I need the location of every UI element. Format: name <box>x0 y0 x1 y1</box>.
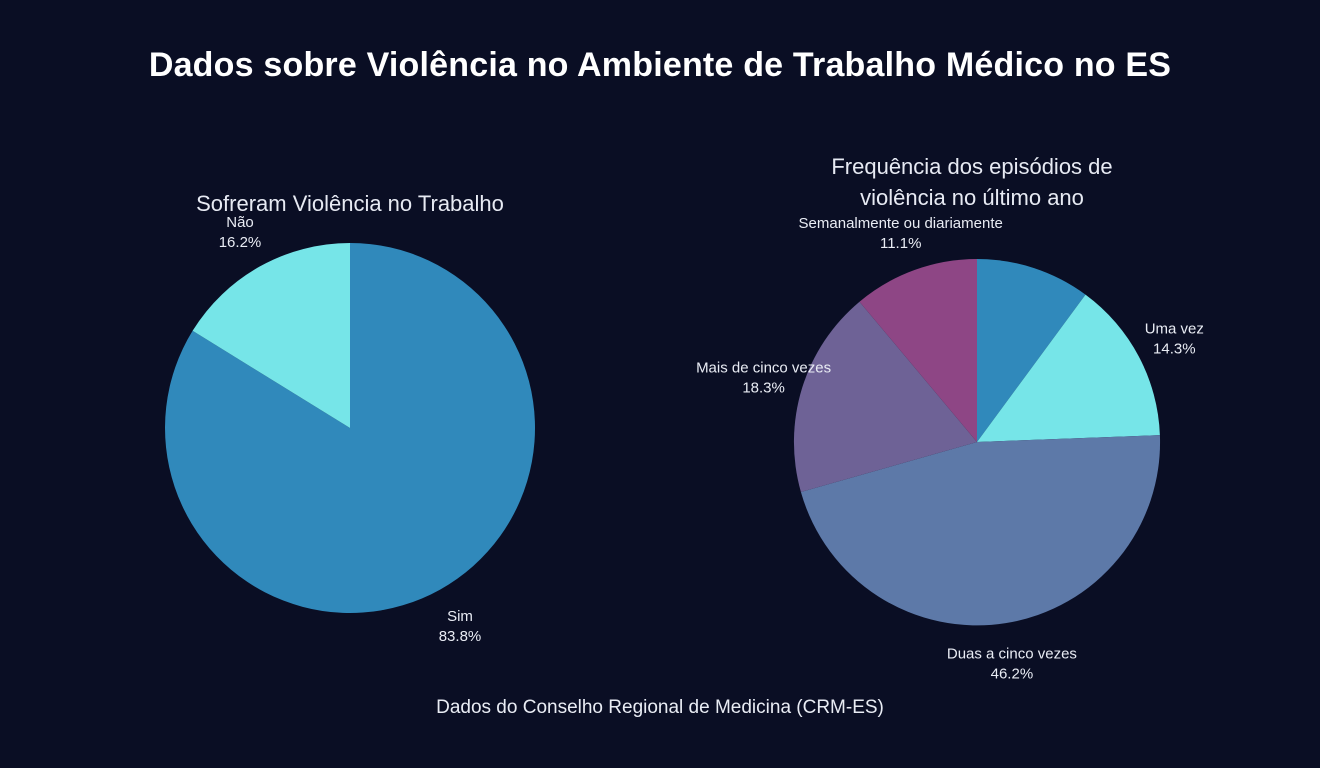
source-caption: Dados do Conselho Regional de Medicina (… <box>436 697 884 718</box>
pie-chart-frequencia-episodios: Uma vez 14.3% Duas a cinco vezes 46.2% Mais … <box>696 215 1204 683</box>
pie-slice-duas-a-cinco-vezes <box>800 435 1161 626</box>
pie-slice-unlabeled <box>977 259 1086 442</box>
pie-slice-sim <box>165 243 536 613</box>
slice-label-sim: Sim 83.8% <box>439 608 482 645</box>
pie-slice-mais-de-cinco-vezes <box>793 301 977 492</box>
slice-label-uma-vez: Uma vez 14.3% <box>1145 321 1204 358</box>
page-title: Dados sobre Violência no Ambiente de Tra… <box>148 46 1172 84</box>
slice-label-mais-de-cinco-vezes: Mais de cinco vezes 18.3% <box>696 359 831 396</box>
slice-label-semanalmente-ou-diariamente: Semanalmente ou diariamente 11.1% <box>799 215 1003 252</box>
pie-slice-n-o <box>192 243 350 428</box>
pie-slice-uma-vez <box>977 294 1160 442</box>
slice-label-duas-a-cinco-vezes: Duas a cinco vezes 46.2% <box>947 646 1077 683</box>
pie-chart-sofreram-violencia: Sim 83.8% Não 16.2% <box>165 214 536 645</box>
slice-label-n-o: Não 16.2% <box>219 214 262 251</box>
pie-slice-semanalmente-ou-diariamente <box>859 259 977 442</box>
left-chart-title: Sofreram Violência no Trabalho <box>196 191 504 216</box>
right-chart-title: Frequência dos episódios de violência no… <box>831 154 1113 210</box>
